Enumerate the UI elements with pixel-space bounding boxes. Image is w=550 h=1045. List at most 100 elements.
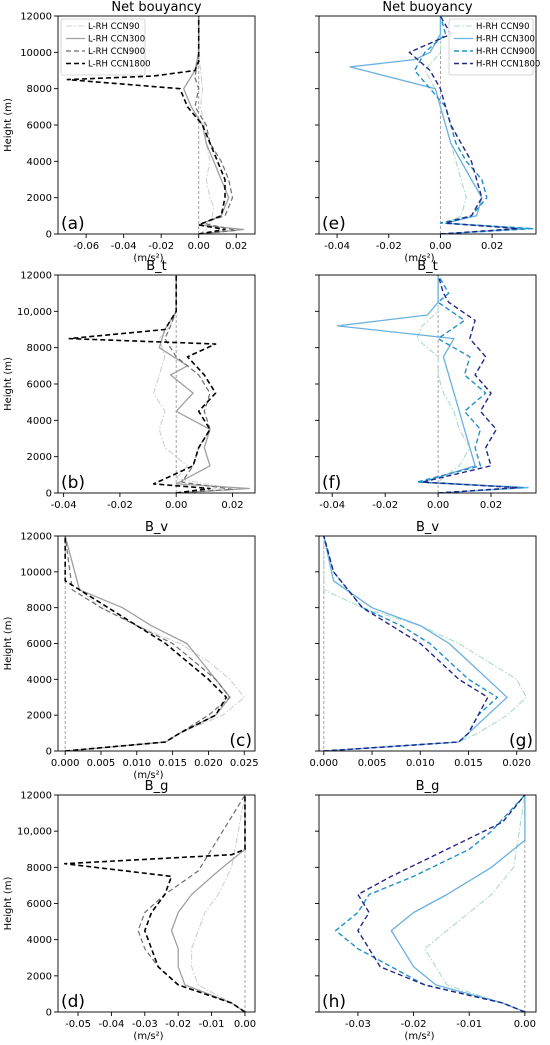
x-tick-label: 0.015	[454, 758, 483, 769]
axes-frame	[318, 274, 537, 494]
x-tick-label: 0.00	[165, 500, 187, 511]
y-tick-label: 12000	[20, 12, 52, 23]
x-tick-label: 0.020	[194, 758, 223, 769]
y-tick-label: 6000	[27, 380, 52, 391]
x-tick-label: -0.04	[98, 1019, 124, 1030]
y-tick-label: 0	[46, 747, 52, 758]
x-tick-label: -0.02	[107, 500, 133, 511]
series-line-h-rh-ccn1800	[357, 795, 526, 1012]
panel-title: B_t	[146, 259, 167, 274]
series-line-h-rh-ccn1800	[323, 536, 489, 751]
panel-title: B_v	[145, 520, 168, 535]
series-line-l-rh-ccn90	[198, 16, 215, 234]
y-tick-label: 0	[46, 230, 52, 241]
y-axis-label: Height (m)	[3, 617, 14, 671]
panel-letter: (c)	[229, 731, 252, 751]
y-tick-label: 12000	[20, 791, 52, 802]
x-tick-label: -0.05	[65, 1019, 91, 1030]
panel-e: -0.04 -0.02 0.00 0.02 Net buoyancy (m/s²) (e) H…	[315, 0, 540, 264]
x-tick-label: -0.03	[345, 1019, 371, 1030]
x-tick-label: -0.01	[199, 1019, 225, 1030]
x-tick-label: 0.010	[406, 758, 435, 769]
legend-entry: H-RH CCN900	[476, 47, 535, 57]
series-line-h-rh-ccn90	[424, 795, 526, 1012]
y-tick-label: 10000	[20, 567, 52, 578]
x-tick-label: 0.025	[230, 758, 259, 769]
series-line-l-rh-ccn900	[194, 16, 237, 234]
panel-b: 0 2000 4000 6000 8000 10,000 12000 -0.04 -0.02 0.…	[3, 259, 256, 511]
panel-title: B_v	[416, 520, 439, 535]
series-line-h-rh-ccn900	[323, 536, 499, 751]
x-tick-label: 0.015	[158, 758, 187, 769]
x-tick-label: -0.01	[456, 1019, 482, 1030]
panel-letter: (e)	[322, 214, 346, 234]
x-tick-label: 0.02	[480, 500, 502, 511]
series-line-l-rh-ccn300	[170, 795, 246, 1012]
x-tick-label: -0.02	[401, 1019, 427, 1030]
panel-title: Net buoyancy	[382, 0, 472, 15]
panel-f: -0.04 -0.02 0.00 0.02 B_t (f)	[315, 259, 537, 511]
panel-g: 0.000 0.005 0.010 0.015 0.020 B_v (g)	[310, 520, 537, 769]
y-tick-label: 4000	[27, 157, 52, 168]
x-tick-label: 0.010	[122, 758, 151, 769]
panel-d: 0 2000 4000 6000 8000 10,000 12000 -0.05 -0.04 -0…	[3, 779, 256, 1042]
series-line-h-rh-ccn300	[349, 16, 529, 234]
x-tick-label: 0.00	[427, 500, 449, 511]
series-line-l-rh-ccn90	[64, 536, 245, 751]
x-tick-label: 0.000	[51, 758, 80, 769]
panel-c: 0 2000 4000 6000 8000 10000 12000 0.000 0.005 0.0…	[3, 520, 259, 781]
x-tick-label: 0.02	[481, 241, 503, 252]
panel-h: -0.03 -0.02 -0.01 0.00 B_g (m/s²) (h)	[315, 779, 537, 1042]
series-line-l-rh-ccn900	[164, 275, 234, 493]
x-tick-label: 0.00	[514, 1019, 536, 1030]
x-tick-label: 0.00	[234, 1019, 256, 1030]
y-tick-label: 4000	[27, 935, 52, 946]
y-tick-label: 4000	[27, 416, 52, 427]
legend: L-RH CCN90 L-RH CCN300 L-RH CCN900 L-RH CCN…	[60, 18, 151, 76]
series-line-l-rh-ccn1800	[66, 16, 226, 234]
y-tick-label: 12000	[20, 532, 52, 543]
x-tick-label: -0.02	[148, 241, 174, 252]
panel-letter: (a)	[61, 214, 85, 234]
x-tick-label: 0.02	[221, 500, 243, 511]
legend-entry: H-RH CCN1800	[476, 60, 540, 70]
legend-entry: L-RH CCN900	[88, 47, 145, 57]
series-line-l-rh-ccn90	[191, 795, 246, 1012]
x-tick-label: 0.00	[188, 241, 210, 252]
legend-entry: L-RH CCN1800	[88, 60, 151, 70]
x-tick-label: -0.02	[372, 500, 398, 511]
series-line-l-rh-ccn1800	[63, 795, 246, 1012]
panel-letter: (f)	[322, 473, 341, 493]
y-tick-label: 0	[46, 1008, 52, 1019]
series-line-h-rh-ccn1800	[421, 275, 519, 493]
y-tick-label: 6000	[27, 899, 52, 910]
panel-title: B_g	[145, 779, 169, 794]
y-tick-label: 8000	[27, 343, 52, 354]
axes-frame	[318, 794, 537, 1013]
x-axis-label: (m/s²)	[133, 770, 163, 781]
series-line-l-rh-ccn300	[158, 275, 251, 493]
y-tick-label: 10000	[20, 48, 52, 59]
y-axis-label: Height (m)	[3, 98, 14, 152]
series-line-h-rh-ccn300	[336, 275, 529, 493]
series-line-l-rh-ccn1800	[64, 536, 228, 751]
y-tick-label: 6000	[27, 639, 52, 650]
series-line-l-rh-ccn300	[183, 16, 245, 234]
axes-frame	[57, 794, 256, 1013]
series-line-h-rh-ccn90	[416, 275, 519, 493]
series-line-h-rh-ccn90	[323, 536, 527, 751]
panel-letter: (h)	[322, 992, 346, 1012]
series-line-l-rh-ccn90	[153, 275, 228, 493]
series-line-l-rh-ccn900	[137, 795, 246, 1012]
x-tick-label: 0.02	[225, 241, 247, 252]
y-tick-label: 2000	[27, 711, 52, 722]
panel-letter: (b)	[61, 473, 85, 493]
series-line-h-rh-ccn900	[413, 16, 535, 234]
legend-entry: H-RH CCN300	[476, 35, 535, 45]
panel-letter: (g)	[509, 731, 533, 751]
x-axis-label: (m/s²)	[133, 1031, 163, 1042]
y-tick-label: 2000	[27, 452, 52, 463]
x-tick-label: -0.04	[324, 241, 350, 252]
x-tick-label: -0.03	[132, 1019, 158, 1030]
